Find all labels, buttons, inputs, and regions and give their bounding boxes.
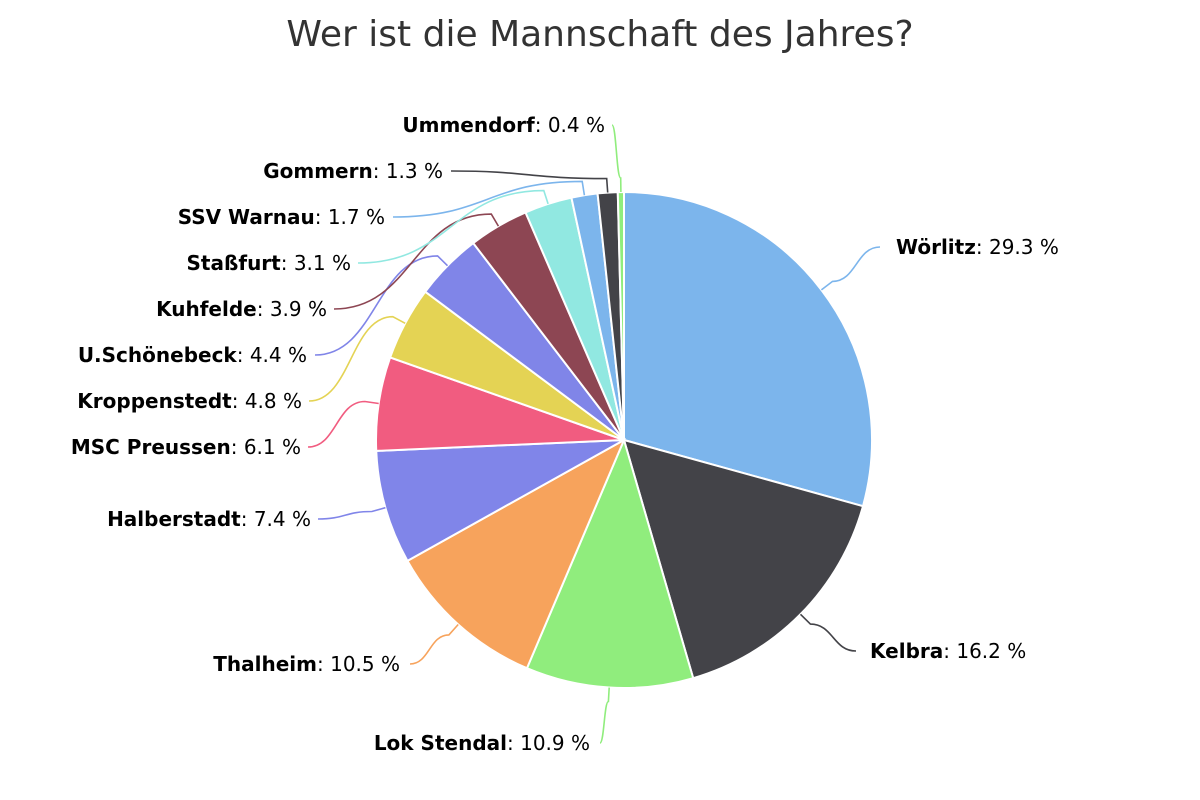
label-connector-ummendorf	[611, 124, 622, 193]
pie-slice-ummendorf[interactable]	[616, 190, 625, 441]
data-label-u-schoenebeck: U.Schönebeck: 4.4 %	[78, 343, 307, 367]
data-label-value: : 0.4 %	[535, 113, 605, 137]
data-label-value: : 3.1 %	[281, 251, 351, 275]
data-label-stassfurt: Staßfurt: 3.1 %	[187, 251, 351, 275]
data-label-msc-preussen: MSC Preussen: 6.1 %	[71, 435, 301, 459]
data-label-ssv-warnau: SSV Warnau: 1.7 %	[178, 205, 385, 229]
labels-layer: Wörlitz: 29.3 % Kelbra: 16.2 % Lok Stendal…	[71, 113, 1059, 755]
label-connector-u-schoenebeck	[314, 255, 449, 356]
slices-layer	[375, 190, 873, 689]
data-label-name: SSV Warnau	[178, 205, 315, 229]
label-connector-gommern	[450, 170, 609, 193]
data-label-value: : 6.1 %	[231, 435, 301, 459]
data-label-name: Kroppenstedt	[77, 389, 232, 413]
chart-title: Wer ist die Mannschaft des Jahres?	[286, 14, 914, 55]
connectors-layer	[307, 124, 881, 744]
data-label-value: : 3.9 %	[257, 297, 327, 321]
data-label-name: Wörlitz	[896, 235, 976, 259]
data-label-name: Halberstadt	[107, 507, 241, 531]
data-label-value: : 4.4 %	[237, 343, 307, 367]
label-connector-msc-preussen	[307, 400, 379, 448]
data-label-value: : 16.2 %	[943, 639, 1026, 663]
pie-slice-kelbra[interactable]	[622, 438, 865, 680]
data-label-woerlitz: Wörlitz: 29.3 %	[896, 235, 1059, 259]
label-connector-woerlitz	[820, 246, 881, 291]
label-connector-kroppenstedt	[308, 315, 406, 402]
data-label-kuhfelde: Kuhfelde: 3.9 %	[156, 297, 327, 321]
label-connector-stassfurt	[357, 189, 549, 264]
pie-slice-lok-stendal[interactable]	[525, 437, 695, 689]
data-label-name: Staßfurt	[187, 251, 282, 275]
data-label-kroppenstedt: Kroppenstedt: 4.8 %	[77, 389, 302, 413]
pie-slice-woerlitz[interactable]	[623, 190, 873, 508]
label-connector-halberstadt	[317, 506, 386, 520]
data-label-name: Thalheim	[213, 652, 317, 676]
label-connector-lok-stendal	[599, 687, 610, 744]
data-label-name: Gommern	[263, 159, 373, 183]
label-connector-ssv-warnau	[392, 180, 586, 218]
pie-slice-halberstadt[interactable]	[375, 439, 625, 563]
data-label-gommern: Gommern: 1.3 %	[263, 159, 443, 183]
data-label-value: : 10.9 %	[507, 731, 590, 755]
label-connector-kuhfelde	[333, 213, 500, 310]
data-label-halberstadt: Halberstadt: 7.4 %	[107, 507, 311, 531]
label-connector-kelbra	[799, 613, 857, 652]
data-label-lok-stendal: Lok Stendal: 10.9 %	[374, 731, 590, 755]
data-label-name: Kelbra	[870, 639, 943, 663]
data-label-value: : 1.7 %	[315, 205, 385, 229]
data-label-name: MSC Preussen	[71, 435, 231, 459]
label-connector-thalheim	[409, 623, 459, 665]
pie-slice-thalheim[interactable]	[406, 437, 627, 670]
data-label-ummendorf: Ummendorf: 0.4 %	[402, 113, 605, 137]
data-label-name: Lok Stendal	[374, 731, 507, 755]
data-label-value: : 10.5 %	[317, 652, 400, 676]
data-label-value: : 7.4 %	[241, 507, 311, 531]
data-label-value: : 29.3 %	[976, 235, 1059, 259]
data-label-kelbra: Kelbra: 16.2 %	[870, 639, 1026, 663]
data-label-name: U.Schönebeck	[78, 343, 238, 367]
data-label-name: Kuhfelde	[156, 297, 257, 321]
data-label-value: : 4.8 %	[232, 389, 302, 413]
data-label-thalheim: Thalheim: 10.5 %	[213, 652, 400, 676]
data-label-name: Ummendorf	[402, 113, 535, 137]
data-label-value: : 1.3 %	[373, 159, 443, 183]
